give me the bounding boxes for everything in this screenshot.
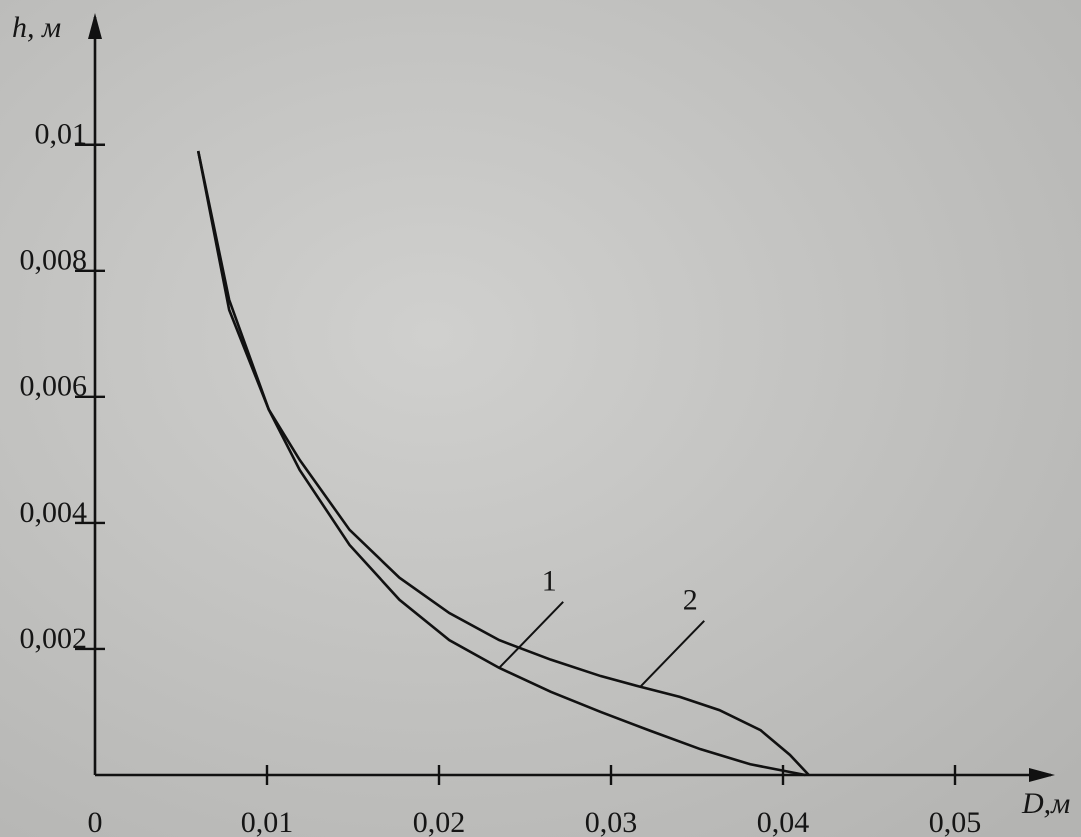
x-tick-label: 0,04: [757, 806, 810, 837]
x-tick-label: 0,01: [241, 806, 294, 837]
x-tick-label: 0,05: [929, 806, 982, 837]
x-tick-label: 0,02: [413, 806, 466, 837]
leader-line: [498, 601, 564, 669]
x-axis-arrow: [1029, 768, 1055, 782]
y-tick-label: 0,01: [35, 118, 88, 151]
y-tick-label: 0,002: [20, 622, 88, 655]
curve-label: 2: [683, 584, 698, 617]
curve-label: 1: [542, 565, 557, 598]
curve: [196, 150, 810, 776]
x-tick-label: 0: [88, 806, 103, 837]
y-axis-arrow: [88, 13, 102, 39]
leader-line: [639, 620, 705, 688]
x-axis-label: D,м: [1021, 787, 1070, 820]
y-tick-label: 0,006: [20, 370, 88, 403]
y-tick-label: 0,004: [20, 496, 88, 529]
y-tick-label: 0,008: [20, 244, 88, 277]
x-tick-label: 0,03: [585, 806, 638, 837]
y-axis-label: h, м: [12, 11, 61, 44]
